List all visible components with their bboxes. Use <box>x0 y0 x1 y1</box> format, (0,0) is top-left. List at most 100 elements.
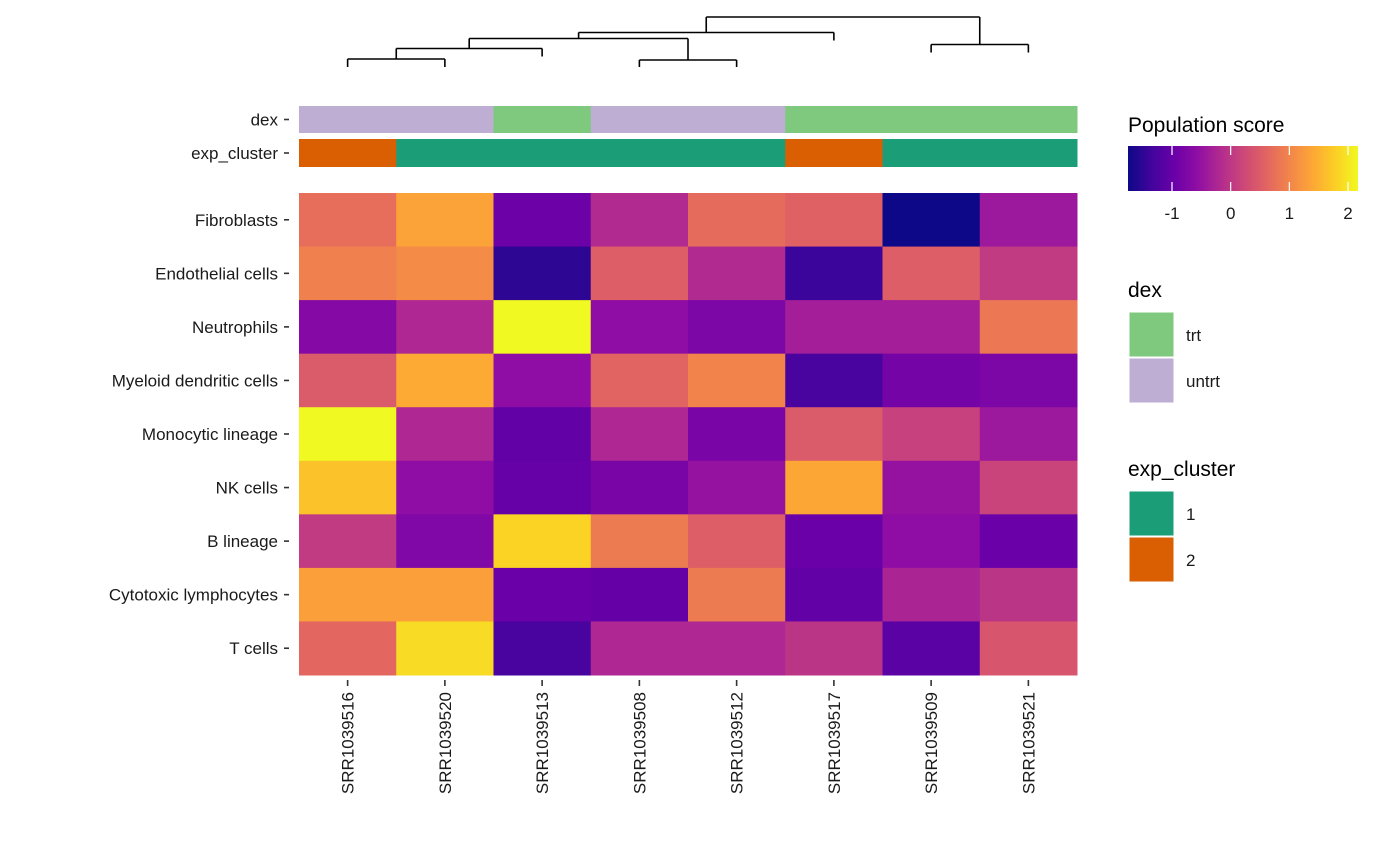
heatmap-cell <box>590 514 689 569</box>
row-label: Fibroblasts <box>195 211 278 230</box>
column-label: SRR1039520 <box>436 692 455 794</box>
heatmap-cell <box>882 514 981 569</box>
heatmap-cell <box>785 514 883 569</box>
annotation-cell-exp_cluster <box>493 139 592 167</box>
heatmap-cell <box>688 246 786 301</box>
row-label: T cells <box>229 639 278 658</box>
heatmap-cell <box>590 567 689 622</box>
legend-title-dex: dex <box>1128 279 1162 302</box>
heatmap-cell <box>396 300 494 355</box>
heatmap-cell <box>396 621 494 676</box>
heatmap-cell <box>590 353 689 408</box>
heatmap-cell <box>299 300 397 355</box>
heatmap-cell <box>882 193 981 248</box>
legend-swatch <box>1128 357 1175 404</box>
annotation-cell-exp_cluster <box>688 139 786 167</box>
heatmap-cell <box>493 567 592 622</box>
colorbar-gradient <box>1128 146 1358 191</box>
heatmap-cell <box>396 246 494 301</box>
legend-label: trt <box>1186 326 1201 345</box>
colorbar-tick-label: -1 <box>1164 204 1179 223</box>
row-label: NK cells <box>216 479 278 498</box>
column-label: SRR1039509 <box>922 692 941 794</box>
legend-title-exp_cluster: exp_cluster <box>1128 458 1235 481</box>
row-label: B lineage <box>207 532 278 551</box>
heatmap-cell <box>493 246 592 301</box>
heatmap-cells <box>299 193 1078 676</box>
heatmap-cell <box>979 300 1078 355</box>
column-dendrogram <box>346 16 1030 67</box>
heatmap-cell <box>979 567 1078 622</box>
heatmap-cell <box>882 460 981 515</box>
annotation-legends: dex trt untrt exp_cluster 1 2 <box>1128 279 1235 583</box>
column-label: SRR1039516 <box>339 692 358 794</box>
heatmap-cell <box>882 300 981 355</box>
heatmap-cell <box>688 300 786 355</box>
heatmap-cell <box>493 300 592 355</box>
heatmap-cell <box>396 514 494 569</box>
heatmap-cell <box>882 353 981 408</box>
heatmap-cell <box>785 567 883 622</box>
heatmap-cell <box>979 246 1078 301</box>
heatmap-cell <box>882 567 981 622</box>
heatmap-cell <box>299 193 397 248</box>
heatmap-cell <box>299 514 397 569</box>
row-label: Cytotoxic lymphocytes <box>109 586 278 605</box>
heatmap-cell <box>590 621 689 676</box>
heatmap-cell <box>493 353 592 408</box>
heatmap-cell <box>688 567 786 622</box>
column-labels: SRR1039516 SRR1039520 SRR1039513 SRR1039508… <box>339 680 1038 794</box>
column-label: SRR1039517 <box>825 692 844 794</box>
annotation-cell-dex <box>882 106 981 133</box>
annotation-cell-exp_cluster <box>590 139 689 167</box>
legend-swatch <box>1128 536 1175 583</box>
colorbar-title: Population score <box>1128 114 1284 137</box>
legend-swatch <box>1128 311 1175 358</box>
heatmap-cell <box>493 514 592 569</box>
heatmap-cell <box>493 407 592 462</box>
heatmap-cell <box>979 460 1078 515</box>
heatmap-cell <box>785 353 883 408</box>
row-labels: Fibroblasts Endothelial cells Neutrophils M… <box>109 111 289 658</box>
heatmap-cell <box>493 193 592 248</box>
heatmap-cell <box>590 300 689 355</box>
annotation-cell-dex <box>299 106 397 133</box>
heatmap-cell <box>882 621 981 676</box>
legend-label: 1 <box>1186 505 1195 524</box>
annotation-cell-dex <box>396 106 494 133</box>
colorbar-tick-label: 1 <box>1285 204 1294 223</box>
row-label: Endothelial cells <box>155 264 278 283</box>
legend-label: untrt <box>1186 372 1220 391</box>
heatmap-cell <box>785 621 883 676</box>
heatmap-cell <box>590 407 689 462</box>
heatmap-cell <box>785 246 883 301</box>
heatmap-cell <box>493 621 592 676</box>
heatmap-cell <box>688 621 786 676</box>
heatmap-cell <box>396 353 494 408</box>
heatmap-cell <box>979 407 1078 462</box>
annotation-cell-dex <box>590 106 689 133</box>
heatmap-cell <box>688 193 786 248</box>
column-label: SRR1039513 <box>533 692 552 794</box>
colorbar-legend: Population score -1 0 1 2 <box>1128 114 1358 223</box>
heatmap-cell <box>396 567 494 622</box>
column-label: SRR1039512 <box>728 692 747 794</box>
heatmap-cell <box>590 460 689 515</box>
heatmap-cell <box>785 300 883 355</box>
heatmap-cell <box>396 193 494 248</box>
column-label: SRR1039508 <box>630 692 649 794</box>
row-label: Neutrophils <box>192 318 278 337</box>
annotation-cell-exp_cluster <box>785 139 883 167</box>
annotation-cell-exp_cluster <box>979 139 1078 167</box>
annotation-cell-exp_cluster <box>882 139 981 167</box>
heatmap-cell <box>299 353 397 408</box>
row-label: Monocytic lineage <box>142 425 278 444</box>
legend-swatch <box>1128 490 1175 537</box>
heatmap-cell <box>785 460 883 515</box>
heatmap-cell <box>299 407 397 462</box>
annotation-cell-dex <box>979 106 1078 133</box>
heatmap-cell <box>688 407 786 462</box>
heatmap-cell <box>979 353 1078 408</box>
colorbar-tick-label: 0 <box>1226 204 1235 223</box>
